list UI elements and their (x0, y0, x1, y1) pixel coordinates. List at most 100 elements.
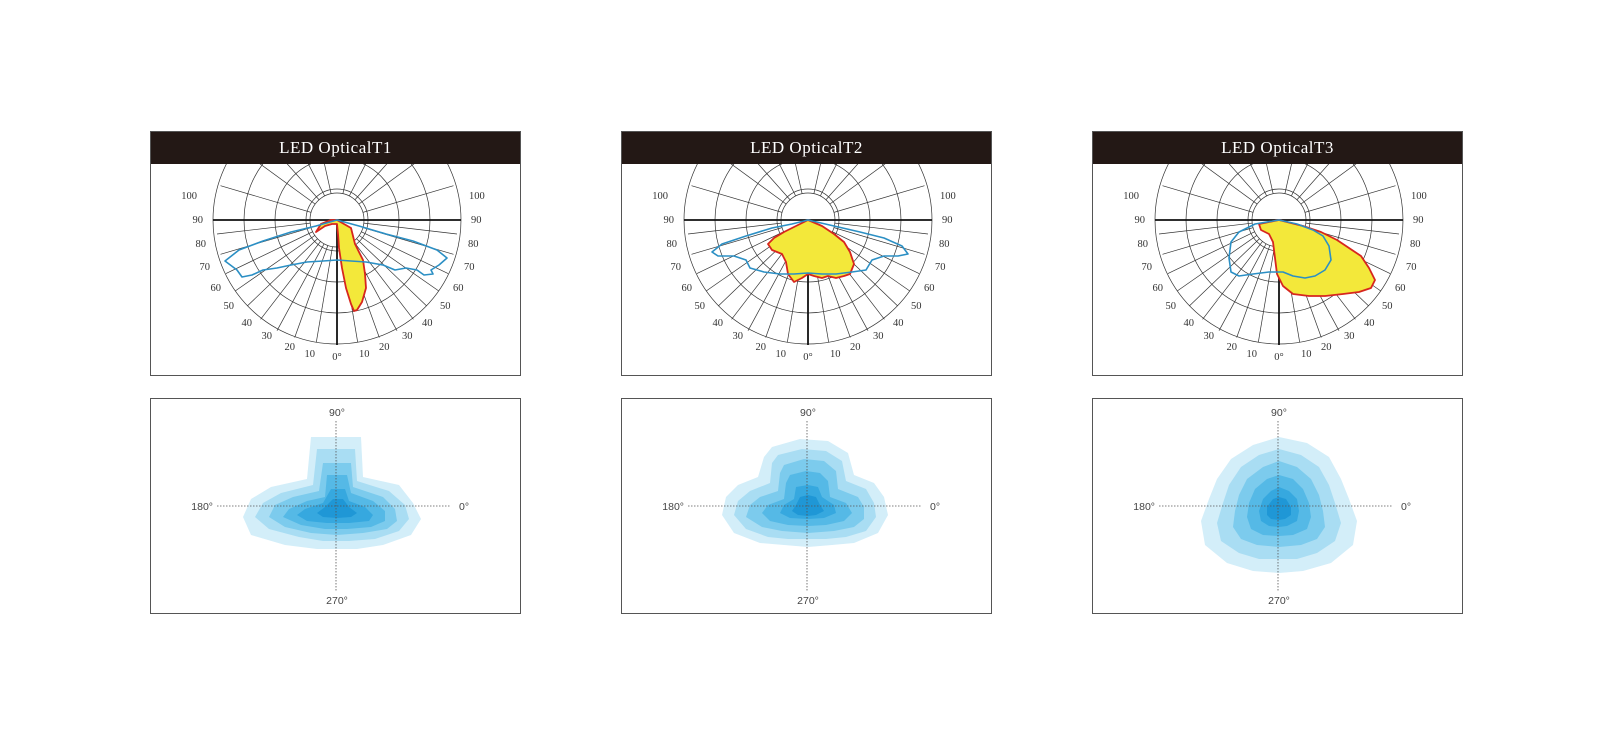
isolux-chart-t1: 90° 180° 0° 270° (150, 398, 521, 614)
curve-c0-c180 (1258, 219, 1376, 297)
ring-label: 60 (682, 283, 693, 294)
isolux-label-left: 180° (662, 501, 684, 513)
ring-label: 10 (776, 349, 787, 360)
ring-label: 100 (652, 191, 668, 202)
isolux-label-top: 90° (1271, 407, 1287, 419)
ring-label: 20 (756, 342, 767, 353)
isolux-contours (722, 439, 888, 547)
iso-level-6 (317, 499, 357, 518)
isolux-label-right: 0° (930, 501, 940, 513)
ring-label: 10 (359, 349, 370, 360)
panel-t2: LED OpticalT2 (621, 131, 992, 615)
ring-label: 20 (285, 342, 296, 353)
ring-label: 30 (733, 331, 744, 342)
ring-label: 60 (453, 283, 464, 294)
isolux-label-top: 90° (329, 407, 345, 419)
isolux-label-left: 180° (191, 501, 213, 513)
panel-t3: LED OpticalT3 (1092, 131, 1463, 615)
ring-label: 60 (1395, 283, 1406, 294)
panel-title-t2: LED OpticalT2 (622, 132, 991, 164)
ring-label: 40 (1364, 318, 1375, 329)
isolux-plot-t2: 90° 180° 0° 270° (662, 407, 940, 607)
ring-label: 60 (1153, 283, 1164, 294)
ring-label: 80 (939, 239, 950, 250)
ring-label: 50 (1382, 301, 1393, 312)
curve-c90-c270 (711, 219, 909, 275)
ring-label: 90 (942, 215, 953, 226)
ring-label: 50 (224, 301, 235, 312)
iso-level-6 (792, 495, 824, 516)
ring-label: 10 (830, 349, 841, 360)
polar-labels: 100 90 80 70 60 50 40 30 20 10 0° 10 20 … (1123, 191, 1427, 363)
isolux-contours (1201, 437, 1357, 573)
isolux-label-right: 0° (1401, 501, 1411, 513)
curve-c90-c270 (1228, 219, 1332, 279)
curve-c90-c270 (224, 219, 448, 278)
ring-label: 100 (1123, 191, 1139, 202)
angle-label-zero: 0° (1274, 352, 1283, 363)
ring-label: 80 (196, 239, 207, 250)
panel-title-t1: LED OpticalT1 (151, 132, 520, 164)
curve-c0-c180 (767, 219, 855, 283)
ring-label: 40 (1184, 318, 1195, 329)
polar-chart-t2: LED OpticalT2 (621, 131, 992, 376)
isolux-label-top: 90° (800, 407, 816, 419)
ring-label: 90 (193, 215, 204, 226)
ring-label: 50 (1166, 301, 1177, 312)
ring-label: 30 (262, 331, 273, 342)
curve-c0-c180 (315, 219, 367, 312)
ring-label: 80 (1410, 239, 1421, 250)
angle-label-zero: 0° (803, 352, 812, 363)
ring-label: 40 (422, 318, 433, 329)
isolux-label-right: 0° (459, 501, 469, 513)
ring-label: 10 (1301, 349, 1312, 360)
ring-label: 40 (713, 318, 724, 329)
polar-labels: 100 90 80 70 60 50 40 30 20 10 0° 10 20 … (181, 191, 485, 363)
ring-label: 20 (850, 342, 861, 353)
polar-chart-t1: LED OpticalT1 (150, 131, 521, 376)
ring-label: 10 (1247, 349, 1258, 360)
ring-label: 70 (200, 262, 211, 273)
ring-label: 20 (1321, 342, 1332, 353)
isolux-label-left: 180° (1133, 501, 1155, 513)
isolux-chart-t2: 90° 180° 0° 270° (621, 398, 992, 614)
ring-label: 100 (181, 191, 197, 202)
panel-t1: LED OpticalT1 (150, 131, 521, 615)
ring-label: 80 (1138, 239, 1149, 250)
ring-label: 30 (1204, 331, 1215, 342)
isolux-label-bottom: 270° (1268, 595, 1290, 607)
polar-chart-t3: LED OpticalT3 (1092, 131, 1463, 376)
ring-label: 30 (402, 331, 413, 342)
ring-label: 90 (1135, 215, 1146, 226)
ring-label: 50 (695, 301, 706, 312)
ring-label: 90 (1413, 215, 1424, 226)
ring-label: 40 (893, 318, 904, 329)
ring-label: 70 (935, 262, 946, 273)
polar-labels: 100 90 80 70 60 50 40 30 20 10 0° 10 20 … (652, 191, 956, 363)
ring-label: 10 (305, 349, 316, 360)
isolux-plot-t3: 90° 180° 0° 270° (1133, 407, 1411, 607)
ring-label: 100 (469, 191, 485, 202)
ring-label: 30 (1344, 331, 1355, 342)
ring-label: 20 (379, 342, 390, 353)
ring-label: 80 (667, 239, 678, 250)
ring-label: 60 (924, 283, 935, 294)
ring-label: 80 (468, 239, 479, 250)
polar-plot-t1: 100 90 80 70 60 50 40 30 20 10 0° 10 20 … (181, 164, 485, 363)
panel-title-t3: LED OpticalT3 (1093, 132, 1462, 164)
ring-label: 100 (1411, 191, 1427, 202)
ring-label: 70 (671, 262, 682, 273)
isolux-label-bottom: 270° (797, 595, 819, 607)
ring-label: 60 (211, 283, 222, 294)
isolux-chart-t3: 90° 180° 0° 270° (1092, 398, 1463, 614)
ring-label: 90 (664, 215, 675, 226)
polar-plot-t2: 100 90 80 70 60 50 40 30 20 10 0° 10 20 … (652, 164, 956, 363)
ring-label: 100 (940, 191, 956, 202)
ring-label: 50 (911, 301, 922, 312)
isolux-plot-t1: 90° 180° 0° 270° (191, 407, 469, 607)
polar-plot-t3: 100 90 80 70 60 50 40 30 20 10 0° 10 20 … (1123, 164, 1427, 363)
ring-label: 70 (1142, 262, 1153, 273)
ring-label: 30 (873, 331, 884, 342)
ring-label: 70 (1406, 262, 1417, 273)
ring-label: 50 (440, 301, 451, 312)
